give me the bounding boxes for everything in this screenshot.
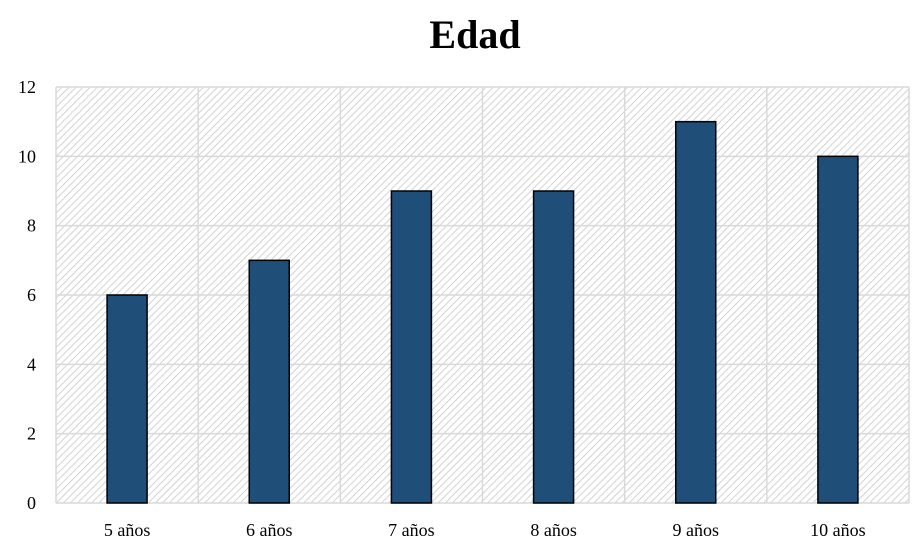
bars bbox=[106, 120, 859, 504]
x-tick-label: 9 años bbox=[673, 520, 720, 540]
x-tick-label: 8 años bbox=[530, 520, 577, 540]
bar bbox=[106, 294, 148, 504]
y-tick-label: 6 bbox=[27, 285, 36, 305]
bar bbox=[675, 120, 717, 504]
y-tick-label: 8 bbox=[27, 216, 36, 236]
x-tick-label: 10 años bbox=[810, 520, 866, 540]
x-tick-label: 6 años bbox=[246, 520, 293, 540]
y-tick-label: 12 bbox=[18, 77, 36, 97]
gridlines bbox=[55, 86, 910, 504]
x-tick-label: 7 años bbox=[388, 520, 435, 540]
y-tick-label: 0 bbox=[27, 493, 36, 513]
bar bbox=[390, 190, 433, 504]
x-tick-label: 5 años bbox=[104, 520, 151, 540]
y-axis-ticks: 0 2 4 6 8 10 12 bbox=[18, 77, 36, 513]
chart-title: Edad bbox=[429, 12, 520, 57]
y-tick-label: 4 bbox=[27, 354, 36, 374]
y-tick-label: 2 bbox=[27, 424, 36, 444]
bar bbox=[248, 259, 290, 504]
y-tick-label: 10 bbox=[18, 146, 36, 166]
x-axis-ticks: 5 años 6 años 7 años 8 años 9 años 10 años bbox=[104, 520, 866, 540]
bar bbox=[532, 190, 575, 504]
bar bbox=[817, 155, 859, 504]
